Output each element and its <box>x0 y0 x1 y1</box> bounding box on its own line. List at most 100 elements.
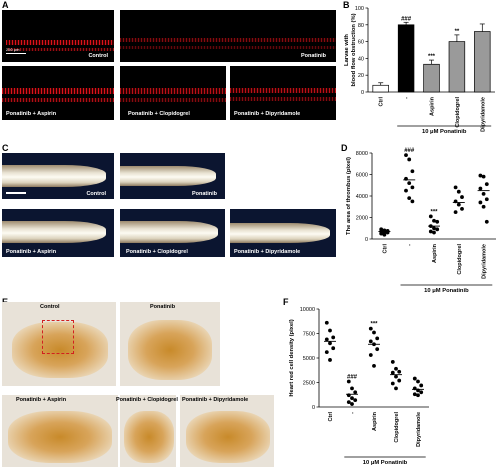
data-point <box>372 330 376 335</box>
y-tick-label: 100 <box>355 6 364 12</box>
heart-image-dipyridamole: Ponatinib + Dipyridamole <box>180 395 274 467</box>
data-point <box>394 374 398 379</box>
bar <box>397 24 415 93</box>
data-point <box>407 196 412 201</box>
group-label: 10 μM Ponatinib <box>363 460 408 466</box>
data-point <box>460 195 464 199</box>
data-point <box>432 230 436 235</box>
data-point <box>350 396 354 401</box>
data-point <box>419 383 424 388</box>
chart-d-thrombus-area: 0 2000 4000 6000 8000 The area of thrombus (p… <box>346 148 496 294</box>
y-axis-label: Larvae with <box>344 34 350 66</box>
y-tick-label: 2500 <box>303 381 315 387</box>
data-point <box>368 326 373 331</box>
data-point <box>353 398 358 403</box>
category-label: - <box>350 412 356 414</box>
y-axis-label: blood flow obstruction (%) <box>351 13 357 86</box>
caption-aspirin: Ponatinib + Aspirin <box>6 111 57 117</box>
y-axis-label: The area of thrombus (pixel) <box>346 157 352 235</box>
scale-bar <box>6 52 26 54</box>
data-point <box>484 219 489 224</box>
fluorescence-image-clopidogrel: Ponatinib + Clopidogrel <box>120 66 226 120</box>
data-point <box>432 218 436 223</box>
data-point <box>478 200 483 205</box>
brightfield-image-dipyridamole: Ponatinib + Dipyridamole <box>230 209 336 257</box>
y-axis-label: Heart red cell density (pixel) <box>289 319 295 396</box>
significance-label: ### <box>404 148 415 154</box>
data-point <box>416 393 420 398</box>
category-label: - <box>407 244 413 246</box>
category-label: Ctrl <box>328 412 334 422</box>
brightfield-image-clopidogrel: Ponatinib + Clopidogrel <box>120 209 225 257</box>
category-label: Clopidogrel <box>455 97 461 128</box>
caption-clopidogrel: Ponatinib + Clopidogrel <box>128 111 190 117</box>
caption-clopidogrel-c: Ponatinib + Clopidogrel <box>126 249 188 255</box>
heart-image-clopidogrel <box>120 395 176 467</box>
caption-dipyridamole: Ponatinib + Dipyridamole <box>234 111 301 117</box>
y-tick-label: 6000 <box>356 173 368 179</box>
panel-label-c: C <box>2 143 9 153</box>
y-tick-label: 7500 <box>303 332 315 338</box>
data-point <box>346 379 351 384</box>
data-point <box>410 185 415 190</box>
data-point <box>390 370 395 375</box>
y-tick-label: 40 <box>358 56 364 62</box>
caption-ponatinib: Ponatinib <box>300 53 326 59</box>
significance-label: ** <box>455 29 460 35</box>
data-point <box>397 369 402 374</box>
data-point <box>368 353 373 357</box>
data-point <box>412 392 417 397</box>
data-point <box>404 188 408 193</box>
category-label: - <box>404 97 410 99</box>
data-point <box>350 402 354 406</box>
bar <box>448 41 466 93</box>
y-tick-label: 8000 <box>356 151 368 157</box>
category-label: Dipyridamole <box>482 244 488 279</box>
data-point <box>404 153 408 158</box>
significance-label: *** <box>430 209 438 215</box>
data-point <box>456 189 461 194</box>
data-point <box>390 381 395 386</box>
y-tick-label: 5000 <box>303 356 315 362</box>
y-tick-label: 60 <box>358 40 364 46</box>
data-point <box>410 169 415 174</box>
data-point <box>481 204 486 209</box>
data-point <box>428 229 433 234</box>
caption-dipyridamole-c: Ponatinib + Dipyridamole <box>234 249 301 255</box>
chart-b-blood-flow-obstruction: 0 20 40 60 80 100 Larvae with blood flow obstru… <box>344 6 495 135</box>
data-point <box>375 347 380 352</box>
data-point <box>324 337 329 342</box>
significance-label: ### <box>401 16 412 22</box>
data-point <box>478 186 483 191</box>
y-tick-label: 4000 <box>356 194 368 200</box>
category-label: Dipyridamole <box>416 412 422 447</box>
brightfield-image-ponatinib: Ponatinib <box>120 153 225 199</box>
panel-label-a: A <box>2 0 9 10</box>
data-point <box>435 219 440 224</box>
bar <box>474 31 491 93</box>
data-point <box>346 400 351 404</box>
fluorescence-image-ponatinib: Ponatinib <box>120 10 336 62</box>
data-point <box>407 181 412 185</box>
data-point <box>412 376 417 381</box>
data-point <box>453 185 458 190</box>
data-point <box>410 199 415 204</box>
category-label: Ctrl <box>382 244 388 254</box>
y-tick-label: 0 <box>312 405 315 411</box>
panel-label-d: D <box>341 143 348 153</box>
fluorescence-image-control: 250 μm Control <box>2 10 114 62</box>
data-point <box>481 191 486 196</box>
data-point <box>435 227 440 232</box>
y-tick-label: 0 <box>361 90 364 96</box>
data-point <box>368 339 373 344</box>
y-tick-label: 20 <box>358 73 364 79</box>
category-label: Aspirin <box>432 243 438 263</box>
data-point <box>324 320 329 325</box>
significance-label: ### <box>347 375 358 381</box>
y-tick-label: 10000 <box>300 307 315 313</box>
y-tick-label: 80 <box>358 23 364 29</box>
caption-ponatinib-c: Ponatinib <box>191 191 217 197</box>
scale-bar-c <box>6 192 26 194</box>
data-point <box>372 363 376 368</box>
y-tick-label: 0 <box>365 237 368 243</box>
